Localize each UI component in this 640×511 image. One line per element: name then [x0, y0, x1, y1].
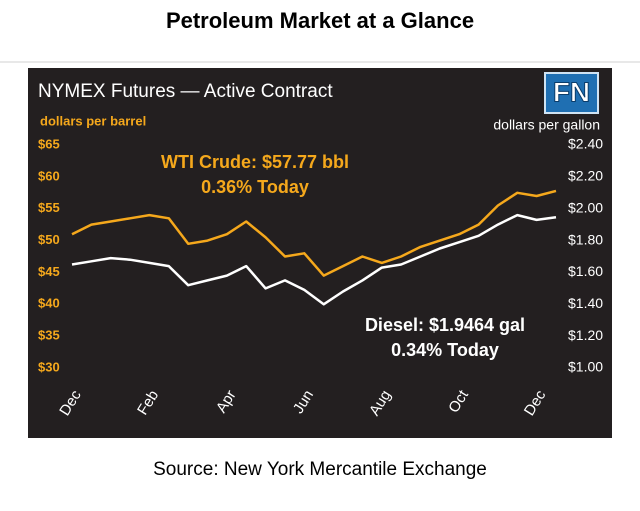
y2-tick-label: $2.20: [568, 168, 603, 184]
y2-axis-label: dollars per gallon: [493, 117, 600, 133]
y2-tick-label: $2.00: [568, 199, 603, 215]
y-tick-label: $35: [38, 328, 60, 343]
y-tick-label: $45: [38, 264, 60, 279]
annotation: Diesel: $1.9464 gal: [365, 315, 525, 335]
chart-background: [28, 68, 612, 438]
logo-text: FN: [553, 76, 590, 107]
logo: FN: [544, 72, 599, 114]
logo-box: [544, 72, 599, 114]
y-tick-label: $50: [38, 232, 60, 247]
y-tick-label: $30: [38, 359, 60, 374]
y2-tick-label: $1.20: [568, 327, 603, 343]
y-tick-label: $65: [38, 136, 60, 151]
annotation: WTI Crude: $57.77 bbl: [161, 152, 349, 172]
y2-tick-label: $1.60: [568, 263, 603, 279]
line-0: [71, 189, 557, 277]
y-tick-label: $40: [38, 296, 60, 311]
y-tick-label: $60: [38, 168, 60, 183]
y2-tick-label: $1.00: [568, 359, 603, 375]
line-1: [71, 213, 557, 306]
y-axis-label: dollars per barrel: [40, 113, 146, 128]
y2-tick-label: $1.40: [568, 295, 603, 311]
source: Source: New York Mercantile Exchange: [153, 459, 487, 480]
y2-tick-label: $1.80: [568, 231, 603, 247]
annotation: 0.36% Today: [201, 177, 309, 197]
y-tick-label: $55: [38, 200, 60, 215]
chart-title: NYMEX Futures — Active Contract: [38, 81, 333, 102]
y2-tick-label: $2.40: [568, 136, 603, 152]
annotation: 0.34% Today: [391, 340, 499, 360]
page-title: Petroleum Market at a Glance: [166, 8, 474, 33]
